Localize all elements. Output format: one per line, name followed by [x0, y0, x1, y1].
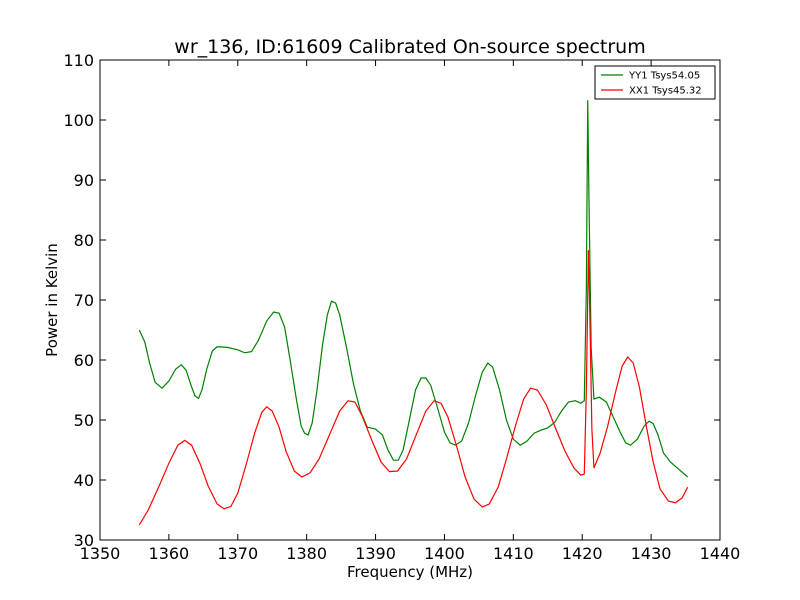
- y-tick-label: 60: [74, 351, 94, 370]
- legend-box: [594, 65, 716, 100]
- x-tick-label: 1350: [80, 544, 121, 563]
- legend-label: XX1 Tsys45.32: [629, 86, 702, 97]
- series-line-xx1: [138, 250, 689, 526]
- x-tick-label: 1410: [493, 544, 534, 563]
- x-tick-label: 1420: [562, 544, 603, 563]
- chart-title: wr_136, ID:61609 Calibrated On-source sp…: [174, 36, 645, 58]
- y-tick-label: 50: [74, 411, 94, 430]
- x-tick-label: 1360: [149, 544, 190, 563]
- x-tick-label: 1370: [217, 544, 258, 563]
- y-axis-label: Power in Kelvin: [43, 243, 61, 357]
- plot-frame: [99, 59, 721, 541]
- y-tick-label: 90: [74, 171, 94, 190]
- x-tick-label: 1400: [424, 544, 465, 563]
- series-line-yy1: [138, 100, 689, 478]
- x-axis-label: Frequency (MHz): [347, 563, 473, 581]
- x-tick-label: 1380: [286, 544, 327, 563]
- plot-area: 1350 1360 1370 1380 1390 1400 1410 1420 1430 1440…: [63, 51, 740, 563]
- y-tick-label: 110: [63, 51, 94, 70]
- y-tick-label: 100: [63, 111, 94, 130]
- y-tick-label: 80: [74, 231, 94, 250]
- legend-label: YY1 Tsys54.05: [628, 71, 700, 82]
- series-lines: [138, 100, 689, 526]
- y-tick-label: 70: [74, 291, 94, 310]
- legend: YY1 Tsys54.05 XX1 Tsys45.32: [594, 65, 716, 100]
- x-tick-label: 1430: [631, 544, 672, 563]
- y-tick-label: 30: [74, 531, 94, 550]
- x-tick-label: 1390: [355, 544, 396, 563]
- y-tick-label: 40: [74, 471, 94, 490]
- x-tick-label: 1440: [700, 544, 741, 563]
